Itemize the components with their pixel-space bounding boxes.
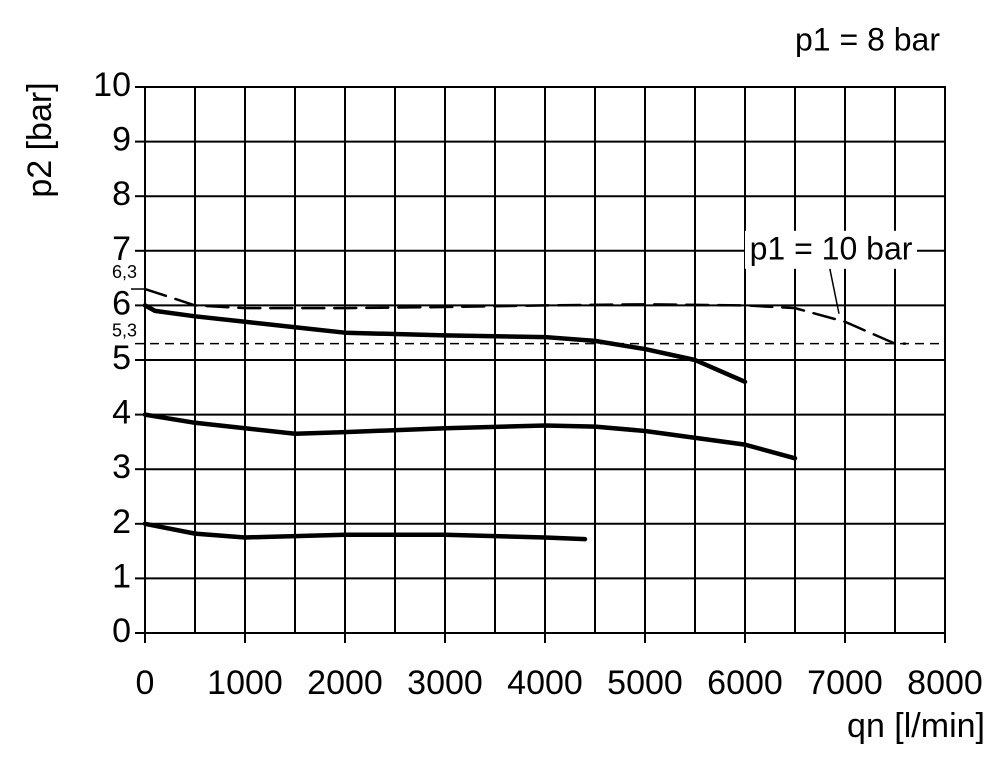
marked-label: 6,3: [112, 262, 137, 282]
y-tick-label: 10: [93, 66, 131, 104]
series-line: [142, 412, 798, 461]
y-tick-label: 4: [112, 394, 131, 432]
x-tick-label: 0: [136, 664, 155, 702]
label-bg: [745, 230, 917, 269]
y-tick-label: 9: [112, 121, 131, 159]
series-line: [143, 287, 907, 345]
y-tick-label: 0: [112, 612, 131, 650]
x-axis-label: qn [l/min]: [847, 707, 985, 745]
x-tick-label: 7000: [807, 664, 883, 702]
x-tick-label: 4000: [507, 664, 583, 702]
reference-label: 5,3: [112, 320, 137, 340]
chart-title: p1 = 8 bar: [795, 21, 940, 57]
series-label: p1 = 10 bar: [750, 230, 913, 266]
x-tick-label: 3000: [407, 664, 483, 702]
y-axis-label: p2 [bar]: [21, 82, 59, 197]
y-tick-label: 3: [112, 448, 131, 486]
y-tick-label: 2: [112, 503, 131, 541]
y-tick-label: 7: [112, 230, 131, 268]
y-tick-label: 1: [112, 557, 131, 595]
series-line: [142, 521, 588, 542]
x-tick-label: 6000: [707, 664, 783, 702]
x-tick-label: 2000: [307, 664, 383, 702]
x-tick-label: 8000: [907, 664, 983, 702]
series-line: [142, 303, 748, 385]
y-tick-label: 8: [112, 175, 131, 213]
x-tick-label: 5000: [607, 664, 683, 702]
y-tick-label: 6: [112, 284, 131, 322]
y-tick-label: 5: [112, 339, 131, 377]
x-tick-label: 1000: [207, 664, 283, 702]
plot-frame: [144, 86, 946, 634]
